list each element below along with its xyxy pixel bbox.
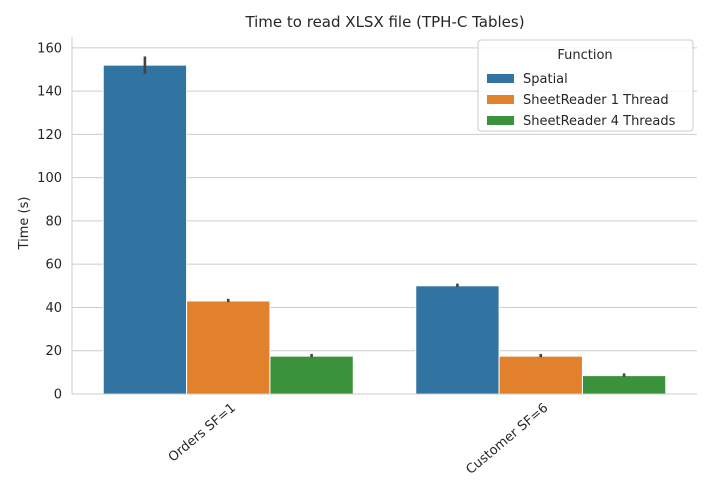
legend-label: SheetReader 1 Thread xyxy=(523,93,669,108)
chart-title: Time to read XLSX file (TPH-C Tables) xyxy=(244,13,524,31)
y-axis-label: Time (s) xyxy=(17,197,32,251)
legend: Function Spatial SheetReader 1 Thread Shee… xyxy=(477,39,694,132)
y-tick-label: 100 xyxy=(37,171,62,186)
bars xyxy=(102,64,667,395)
bar xyxy=(102,64,188,395)
legend-label: Spatial xyxy=(523,72,568,87)
y-tick-label: 40 xyxy=(45,301,62,316)
y-tick-label: 60 xyxy=(45,258,62,273)
y-tick-label: 80 xyxy=(45,214,62,229)
y-tick-label: 0 xyxy=(54,388,62,403)
y-tick-label: 20 xyxy=(45,344,62,359)
y-tick-labels: 0 20 40 60 80 100 120 140 160 xyxy=(37,41,62,402)
bar xyxy=(498,355,583,395)
bar xyxy=(269,355,354,395)
x-tick-label: Orders SF=1 xyxy=(166,401,239,466)
legend-swatch xyxy=(487,95,514,104)
y-tick-label: 160 xyxy=(37,41,62,56)
error-bars xyxy=(143,56,626,377)
legend-swatch xyxy=(487,74,514,83)
x-tick-labels: Orders SF=1 Customer SF=6 xyxy=(166,401,552,478)
legend-title: Function xyxy=(557,48,612,63)
legend-items: Spatial SheetReader 1 Thread SheetReader 4… xyxy=(487,72,676,129)
y-tick-label: 120 xyxy=(37,128,62,143)
bar xyxy=(581,375,667,395)
x-tick-label: Customer SF=6 xyxy=(463,401,551,478)
legend-swatch xyxy=(487,116,514,125)
bar xyxy=(415,285,500,395)
legend-label: SheetReader 4 Threads xyxy=(523,114,676,129)
bar xyxy=(186,300,271,395)
y-tick-label: 140 xyxy=(37,85,62,100)
legend-frame xyxy=(477,39,694,132)
